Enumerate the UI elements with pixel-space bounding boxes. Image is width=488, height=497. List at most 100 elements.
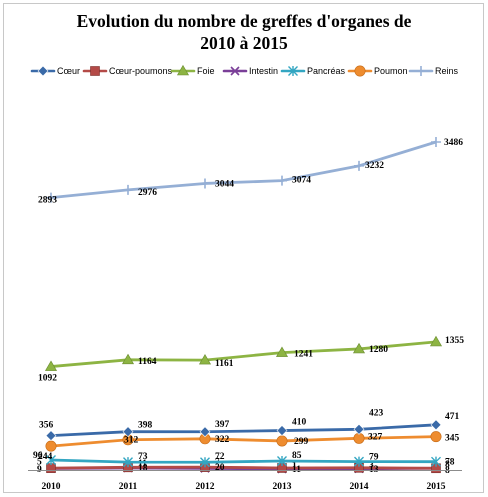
legend-marker-poumon: [354, 65, 366, 77]
x-tick-label-2015: 2015: [427, 482, 446, 492]
data-label-poumon-2012: 322: [215, 435, 230, 445]
legend: Cœur Cœur-poumons Foie Intestin Pancréas Poum…: [30, 64, 459, 77]
data-point-poumon-2010: [45, 440, 57, 452]
data-label-foie-2013: 1241: [294, 350, 313, 360]
data-label-foie-2015: 1355: [445, 336, 464, 346]
x-tick-label-2013: 2013: [273, 482, 292, 492]
series-line-coeur-poumons: [50, 465, 437, 470]
x-tick-label-2012: 2012: [196, 482, 215, 492]
data-point-foie-2012: [198, 353, 212, 365]
chart-title-line-2: 2010 à 2015: [200, 33, 288, 53]
data-label-reins-2011: 2976: [138, 188, 157, 198]
data-label-coeur-2011: 398: [138, 421, 153, 431]
data-label-foie-2010: 1092: [38, 374, 57, 384]
data-point-reins-2011: [123, 184, 133, 195]
data-point-foie-2015: [429, 335, 443, 347]
data-point-pancreas-2010: [46, 454, 56, 465]
data-label-coeur-poumons-2013: 11: [292, 465, 301, 475]
x-tick-label-2011: 2011: [119, 482, 138, 492]
series-foie: 1092 1164 1161 1241 1280 1355: [38, 335, 464, 384]
data-label-foie-2011: 1164: [138, 357, 157, 367]
data-label-pancreas-2014: 79: [369, 453, 379, 463]
legend-item-coeur: Cœur: [30, 65, 80, 77]
data-point-coeur-2011: [122, 426, 134, 438]
data-label-foie-2014: 1280: [369, 345, 388, 355]
data-label-coeur-2014: 423: [369, 408, 384, 418]
series-line-poumon: [50, 435, 437, 448]
series-line-pancreas: [50, 458, 437, 464]
data-label-coeur-poumons-2014: 13: [369, 465, 379, 475]
data-point-reins-2015: [431, 137, 441, 147]
legend-label-coeur-poumons: Cœur-poumons: [109, 66, 173, 76]
data-label-intestin-2010: 5: [37, 458, 42, 468]
data-label-coeur-2012: 397: [215, 420, 230, 430]
data-point-poumon-2015: [430, 431, 442, 443]
data-label-coeur-poumons-2012: 20: [215, 463, 225, 473]
data-label-pancreas-2015: 78: [445, 458, 455, 468]
data-label-reins-2010: 2893: [38, 196, 57, 206]
data-point-pancreas-2012: [200, 457, 210, 468]
legend-item-intestin: Intestin: [222, 66, 278, 76]
data-point-foie-2010: [44, 360, 58, 371]
data-label-pancreas-2011: 73: [138, 452, 148, 462]
data-label-coeur-2010: 356: [39, 421, 54, 431]
data-label-coeur-poumons-2011: 18: [138, 463, 148, 473]
data-label-poumon-2015: 345: [445, 434, 460, 444]
chart-frame: [3, 3, 484, 493]
data-point-pancreas-2015: [431, 456, 441, 467]
series-reins: 2893 2976 3044 3074 3232 3486: [38, 137, 463, 206]
legend-label-reins: Reins: [435, 66, 459, 76]
legend-marker-foie: [176, 64, 190, 76]
data-point-coeur-2012: [199, 426, 211, 438]
data-label-pancreas-2010: 96: [33, 451, 43, 461]
legend-label-poumon: Poumon: [374, 66, 408, 76]
data-point-coeur-2014: [353, 423, 365, 435]
legend-label-intestin: Intestin: [249, 66, 278, 76]
data-point-poumon-2013: [276, 435, 288, 447]
data-label-reins-2012: 3044: [215, 179, 234, 189]
data-point-pancreas-2013: [277, 456, 287, 467]
data-point-coeur-2015: [430, 419, 442, 431]
data-point-reins-2014: [354, 160, 364, 171]
data-point-foie-2013: [275, 346, 289, 357]
data-point-coeur-2013: [276, 425, 288, 436]
series-line-coeur: [50, 423, 437, 438]
data-label-poumon-2011: 312: [124, 436, 139, 446]
legend-item-coeur-poumons: Cœur-poumons: [82, 66, 173, 76]
legend-item-poumon: Poumon: [347, 65, 408, 77]
legend-marker-intestin: [230, 66, 240, 76]
chart-title-line-1: Evolution du nombre de greffes d'organes…: [76, 11, 412, 31]
data-point-coeur-2010: [45, 430, 57, 442]
legend-marker-reins: [416, 66, 426, 76]
legend-label-foie: Foie: [197, 66, 215, 76]
series-line-foie: [50, 340, 437, 368]
legend-item-reins: Reins: [408, 66, 459, 76]
data-point-foie-2014: [352, 342, 366, 354]
data-label-pancreas-2013: 85: [292, 451, 302, 461]
data-point-reins-2013: [277, 175, 287, 186]
data-label-pancreas-2012: 72: [215, 452, 225, 462]
legend-label-pancreas: Pancréas: [307, 66, 346, 76]
data-label-poumon-2013: 299: [294, 437, 309, 447]
data-label-intestin-2013: 1: [292, 461, 297, 471]
legend-marker-pancreas: [288, 66, 298, 76]
data-point-coeur-poumons-2010: [46, 463, 56, 473]
data-label-reins-2013: 3074: [292, 176, 311, 186]
chart-title: Evolution du nombre de greffes d'organes…: [0, 10, 488, 54]
data-point-pancreas-2014: [354, 456, 364, 467]
data-label-intestin-2015: 8: [445, 460, 450, 470]
legend-marker-coeur: [37, 65, 49, 77]
legend-item-pancreas: Pancréas: [280, 66, 346, 76]
data-label-coeur-2015: 471: [445, 412, 460, 422]
data-label-poumon-2010: 244: [38, 452, 53, 462]
series-coeur: 356 398 397 410 423 471: [39, 408, 460, 442]
legend-label-coeur: Cœur: [57, 66, 80, 76]
data-point-foie-2011: [121, 353, 135, 365]
data-point-reins-2012: [200, 178, 210, 189]
x-tick-label-2014: 2014: [350, 482, 369, 492]
data-label-intestin-2011: 11: [138, 459, 147, 469]
data-label-coeur-poumons-2015: 8: [445, 466, 450, 476]
data-label-reins-2014: 3232: [365, 161, 384, 171]
